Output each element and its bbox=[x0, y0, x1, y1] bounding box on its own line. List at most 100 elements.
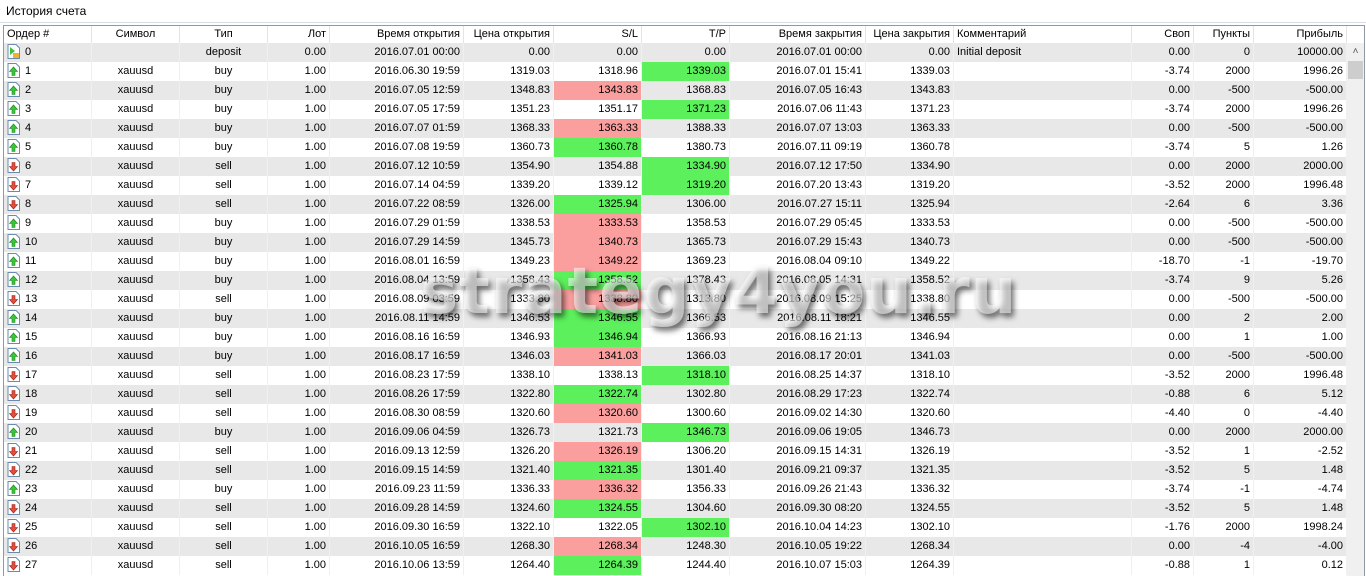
header-comment-column[interactable]: Комментарий bbox=[954, 26, 1132, 43]
close-price-cell: 1321.35 bbox=[866, 461, 954, 480]
profit-cell: -500.00 bbox=[1254, 214, 1347, 233]
order-number: 20 bbox=[25, 426, 38, 438]
tp-cell: 1378.43 bbox=[642, 271, 730, 290]
sl-cell: 1360.78 bbox=[554, 138, 642, 157]
lot-cell: 1.00 bbox=[268, 252, 330, 271]
header-close-time-column[interactable]: Время закрытия bbox=[730, 26, 866, 43]
open-price-cell: 1322.10 bbox=[464, 518, 554, 537]
table-row[interactable]: 23 xauusd buy 1.00 2016.09.23 11:59 1336.33 13… bbox=[4, 480, 1347, 499]
profit-cell: 1996.48 bbox=[1254, 366, 1347, 385]
tp-cell: 1366.93 bbox=[642, 328, 730, 347]
lot-cell: 1.00 bbox=[268, 328, 330, 347]
symbol-cell: xauusd bbox=[92, 290, 180, 309]
profit-cell: 1.48 bbox=[1254, 499, 1347, 518]
header-symbol-column[interactable]: Символ bbox=[92, 26, 180, 43]
table-row[interactable]: 4 xauusd buy 1.00 2016.07.07 01:59 1368.33 136… bbox=[4, 119, 1347, 138]
comment-cell bbox=[954, 328, 1132, 347]
close-price-cell: 1371.23 bbox=[866, 100, 954, 119]
table-row[interactable]: 18 xauusd sell 1.00 2016.08.26 17:59 1322.80 1… bbox=[4, 385, 1347, 404]
table-row[interactable]: 25 xauusd sell 1.00 2016.09.30 16:59 1322.10 1… bbox=[4, 518, 1347, 537]
table-row[interactable]: 21 xauusd sell 1.00 2016.09.13 12:59 1326.20 1… bbox=[4, 442, 1347, 461]
header-order-column[interactable]: Ордер # bbox=[4, 26, 92, 43]
table-row[interactable]: 16 xauusd buy 1.00 2016.08.17 16:59 1346.03 13… bbox=[4, 347, 1347, 366]
swap-cell: -3.52 bbox=[1132, 176, 1194, 195]
points-cell: -4 bbox=[1194, 537, 1254, 556]
sell-icon bbox=[7, 176, 20, 192]
type-cell: buy bbox=[180, 252, 268, 271]
vertical-scrollbar[interactable]: ˄ bbox=[1347, 43, 1364, 576]
sell-icon bbox=[7, 366, 20, 382]
table-row[interactable]: 10 xauusd buy 1.00 2016.07.29 14:59 1345.73 13… bbox=[4, 233, 1347, 252]
tp-cell: 1368.83 bbox=[642, 81, 730, 100]
open-price-cell: 1326.20 bbox=[464, 442, 554, 461]
table-row[interactable]: 0 deposit 0.00 2016.07.01 00:00 0.00 0.00 0.00… bbox=[4, 43, 1347, 62]
buy-icon bbox=[7, 309, 20, 325]
table-row[interactable]: 6 xauusd sell 1.00 2016.07.12 10:59 1354.90 13… bbox=[4, 157, 1347, 176]
scrollbar-thumb[interactable] bbox=[1348, 61, 1363, 79]
points-cell: 6 bbox=[1194, 385, 1254, 404]
close-time-cell: 2016.08.05 14:31 bbox=[730, 271, 866, 290]
points-cell: 1 bbox=[1194, 442, 1254, 461]
close-time-cell: 2016.10.05 19:22 bbox=[730, 537, 866, 556]
header-points-column[interactable]: Пункты bbox=[1194, 26, 1254, 43]
lot-cell: 1.00 bbox=[268, 366, 330, 385]
order-number: 15 bbox=[25, 331, 38, 343]
symbol-cell: xauusd bbox=[92, 81, 180, 100]
close-time-cell: 2016.07.27 15:11 bbox=[730, 195, 866, 214]
table-row[interactable]: 17 xauusd sell 1.00 2016.08.23 17:59 1338.10 1… bbox=[4, 366, 1347, 385]
table-row[interactable]: 9 xauusd buy 1.00 2016.07.29 01:59 1338.53 133… bbox=[4, 214, 1347, 233]
header-open-price-column[interactable]: Цена открытия bbox=[464, 26, 554, 43]
close-time-cell: 2016.09.06 19:05 bbox=[730, 423, 866, 442]
header-lot-column[interactable]: Лот bbox=[268, 26, 330, 43]
header-tp-column[interactable]: T/P bbox=[642, 26, 730, 43]
open-price-cell: 1321.40 bbox=[464, 461, 554, 480]
table-row[interactable]: 14 xauusd buy 1.00 2016.08.11 14:59 1346.53 13… bbox=[4, 309, 1347, 328]
header-open-time-column[interactable]: Время открытия bbox=[330, 26, 464, 43]
header-type-column[interactable]: Тип bbox=[180, 26, 268, 43]
close-time-cell: 2016.08.25 14:37 bbox=[730, 366, 866, 385]
table-row[interactable]: 8 xauusd sell 1.00 2016.07.22 08:59 1326.00 13… bbox=[4, 195, 1347, 214]
order-number: 18 bbox=[25, 388, 38, 400]
points-cell: 0 bbox=[1194, 43, 1254, 62]
header-swap-column[interactable]: Своп bbox=[1132, 26, 1194, 43]
table-row[interactable]: 2 xauusd buy 1.00 2016.07.05 12:59 1348.83 134… bbox=[4, 81, 1347, 100]
open-time-cell: 2016.07.07 01:59 bbox=[330, 119, 464, 138]
order-cell: 3 bbox=[4, 100, 92, 119]
order-cell: 7 bbox=[4, 176, 92, 195]
symbol-cell: xauusd bbox=[92, 461, 180, 480]
close-time-cell: 2016.08.11 18:21 bbox=[730, 309, 866, 328]
order-number: 5 bbox=[25, 141, 32, 153]
table-row[interactable]: 7 xauusd sell 1.00 2016.07.14 04:59 1339.20 13… bbox=[4, 176, 1347, 195]
open-price-cell: 1358.43 bbox=[464, 271, 554, 290]
symbol-cell: xauusd bbox=[92, 404, 180, 423]
swap-cell: -3.74 bbox=[1132, 138, 1194, 157]
points-cell: 2000 bbox=[1194, 176, 1254, 195]
open-price-cell: 1319.03 bbox=[464, 62, 554, 81]
order-cell: 23 bbox=[4, 480, 92, 499]
symbol-cell: xauusd bbox=[92, 347, 180, 366]
table-row[interactable]: 11 xauusd buy 1.00 2016.08.01 16:59 1349.23 13… bbox=[4, 252, 1347, 271]
table-row[interactable]: 26 xauusd sell 1.00 2016.10.05 16:59 1268.30 1… bbox=[4, 537, 1347, 556]
table-row[interactable]: 24 xauusd sell 1.00 2016.09.28 14:59 1324.60 1… bbox=[4, 499, 1347, 518]
close-time-cell: 2016.08.17 20:01 bbox=[730, 347, 866, 366]
table-row[interactable]: 15 xauusd buy 1.00 2016.08.16 16:59 1346.93 13… bbox=[4, 328, 1347, 347]
table-row[interactable]: 22 xauusd sell 1.00 2016.09.15 14:59 1321.40 1… bbox=[4, 461, 1347, 480]
lot-cell: 1.00 bbox=[268, 423, 330, 442]
scroll-up-icon[interactable]: ˄ bbox=[1352, 46, 1359, 57]
table-row[interactable]: 19 xauusd sell 1.00 2016.08.30 08:59 1320.60 1… bbox=[4, 404, 1347, 423]
header-profit-column[interactable]: Прибыль bbox=[1254, 26, 1347, 43]
profit-cell: 1996.48 bbox=[1254, 176, 1347, 195]
comment-cell bbox=[954, 252, 1132, 271]
header-sl-column[interactable]: S/L bbox=[554, 26, 642, 43]
table-row[interactable]: 20 xauusd buy 1.00 2016.09.06 04:59 1326.73 13… bbox=[4, 423, 1347, 442]
tp-cell: 1301.40 bbox=[642, 461, 730, 480]
table-row[interactable]: 27 xauusd sell 1.00 2016.10.06 13:59 1264.40 1… bbox=[4, 556, 1347, 575]
header-close-price-column[interactable]: Цена закрытия bbox=[866, 26, 954, 43]
table-row[interactable]: 12 xauusd buy 1.00 2016.08.04 13:59 1358.43 13… bbox=[4, 271, 1347, 290]
table-row[interactable]: 13 xauusd sell 1.00 2016.08.09 03:59 1333.80 1… bbox=[4, 290, 1347, 309]
table-row[interactable]: 1 xauusd buy 1.00 2016.06.30 19:59 1319.03 131… bbox=[4, 62, 1347, 81]
table-row[interactable]: 3 xauusd buy 1.00 2016.07.05 17:59 1351.23 135… bbox=[4, 100, 1347, 119]
points-cell: 5 bbox=[1194, 138, 1254, 157]
table-row[interactable]: 5 xauusd buy 1.00 2016.07.08 19:59 1360.73 136… bbox=[4, 138, 1347, 157]
close-price-cell: 1324.55 bbox=[866, 499, 954, 518]
